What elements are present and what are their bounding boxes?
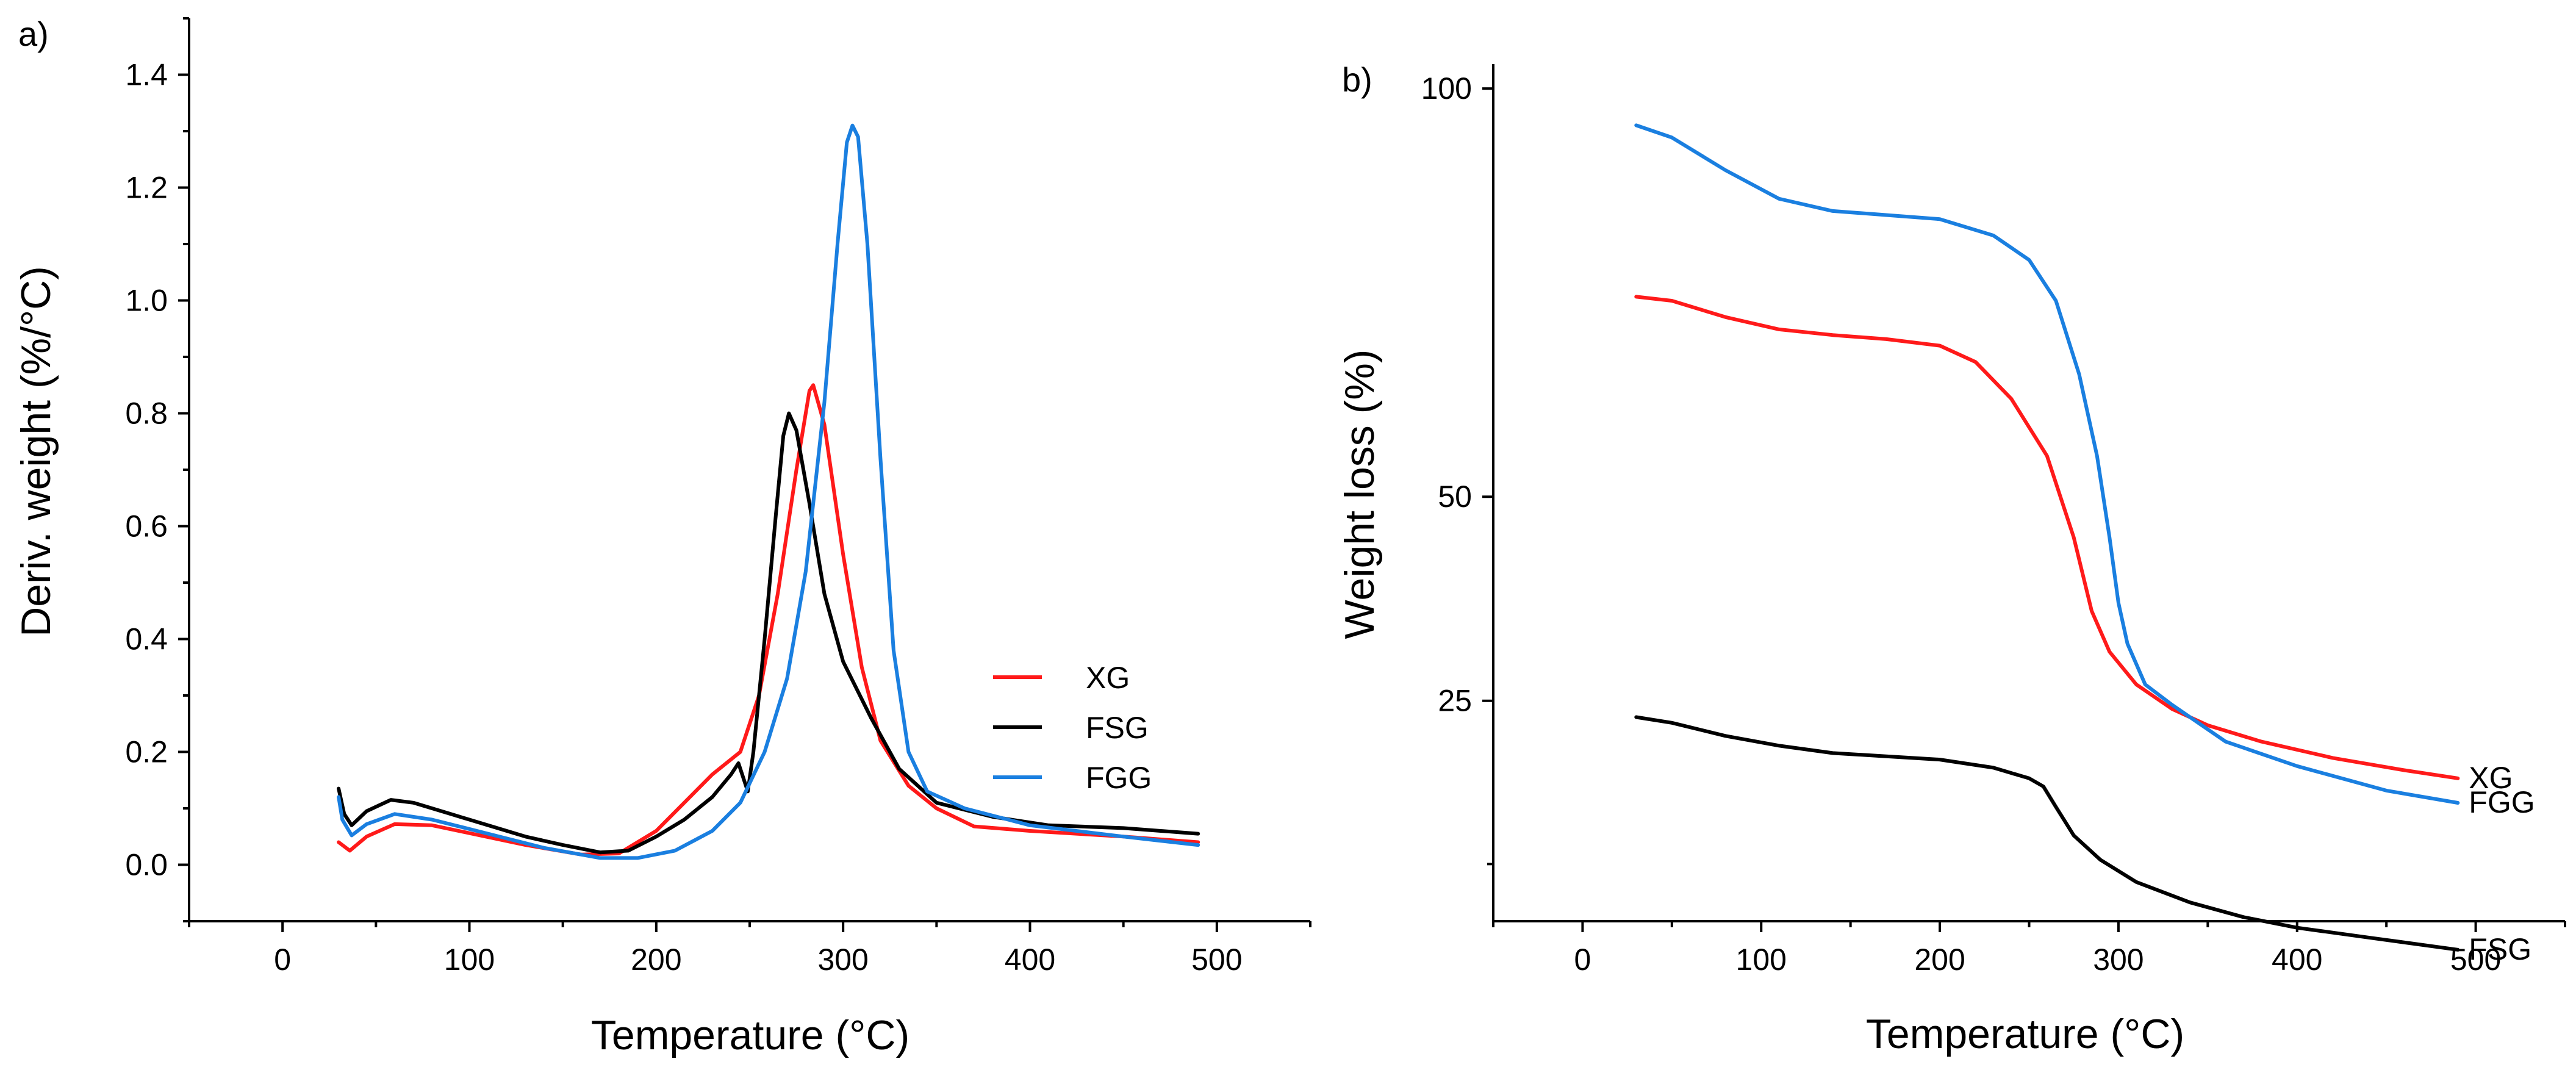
series-line-xg: [1634, 295, 2460, 780]
legend-label-xg: XG: [1086, 661, 1130, 695]
x-tick-label: 0: [1574, 943, 1591, 977]
legend-a: XG FSG FGG: [993, 661, 1152, 795]
series-line-xg: [337, 383, 1200, 857]
x-tick-label: 100: [444, 943, 495, 977]
y-tick-label: 0.8: [125, 397, 168, 431]
panel-label-b: b): [1342, 60, 1372, 99]
series-line-fgg: [337, 123, 1200, 860]
y-tick-label: 50: [1438, 480, 1472, 514]
y-tick-label: 100: [1421, 71, 1472, 106]
x-axis-title-a: Temperature (°C): [591, 1012, 909, 1058]
x-tick-label: 500: [1191, 943, 1242, 977]
series-line-fgg: [1634, 123, 2460, 805]
y-tick-label: 0.6: [125, 509, 168, 544]
y-tick-label: 1.4: [125, 58, 168, 92]
end-label-xg: XG: [2469, 761, 2513, 795]
panel-label-a: a): [18, 15, 49, 53]
x-tick-label: 0: [274, 943, 291, 977]
x-axis-title-b: Temperature (°C): [1866, 1011, 2184, 1057]
chart-panel-a: a) 0 100 200 300 400 500 0.0 0.2 0.4 0.6 0.8 1.0 1.…: [13, 15, 1311, 1058]
legend-label-fgg: FGG: [1086, 761, 1152, 795]
x-tick-label: 100: [1736, 943, 1787, 977]
series-line-fsg: [1634, 715, 2460, 952]
y-tick-label: 1.0: [125, 284, 168, 318]
x-tick-label: 300: [817, 943, 868, 977]
y-axis-title-b: Weight loss (%): [1336, 350, 1383, 639]
y-axis-title-a: Deriv. weight (%/°C): [13, 266, 59, 637]
legend-label-fsg: FSG: [1086, 711, 1149, 745]
y-tick-label: 0.0: [125, 848, 168, 882]
y-tick-label: 1.2: [125, 171, 168, 205]
x-tick-label: 200: [631, 943, 681, 977]
y-tick-label: 0.4: [125, 622, 168, 656]
x-tick-label: 400: [2272, 943, 2322, 977]
x-tick-label: 200: [1914, 943, 1965, 977]
y-tick-label: 25: [1438, 684, 1472, 718]
end-label-fgg: FGG: [2469, 785, 2535, 819]
x-tick-label: 300: [2093, 943, 2144, 977]
series-line-fsg: [337, 411, 1200, 855]
x-tick-label: 400: [1005, 943, 1055, 977]
y-tick-label: 0.2: [125, 735, 168, 769]
end-label-fsg: FSG: [2469, 932, 2531, 966]
